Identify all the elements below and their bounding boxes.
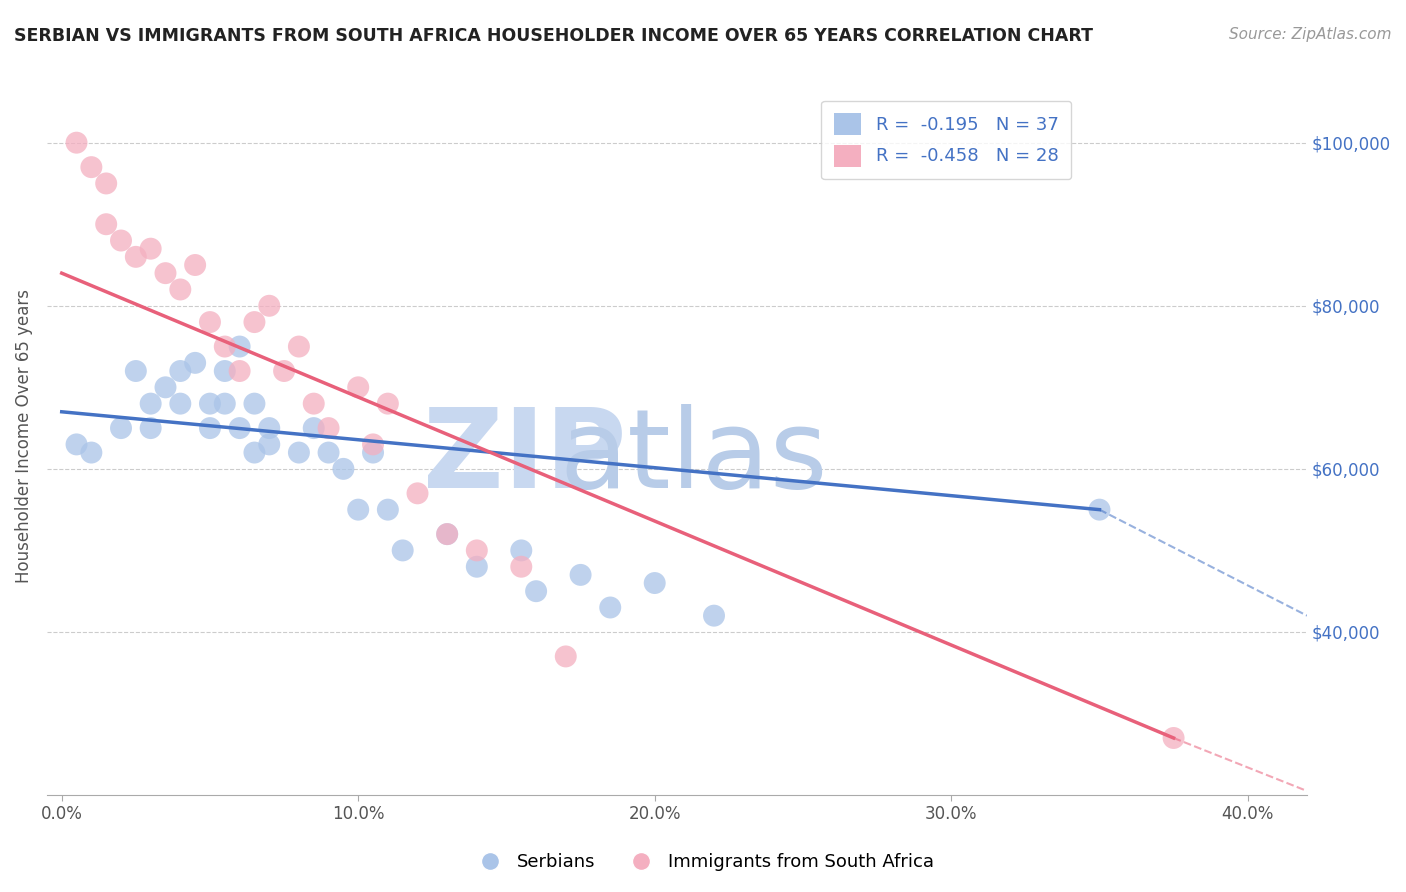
- Legend: Serbians, Immigrants from South Africa: Serbians, Immigrants from South Africa: [465, 847, 941, 879]
- Point: [228, 340, 250, 354]
- Point: [1088, 502, 1111, 516]
- Point: [1163, 731, 1185, 745]
- Point: [214, 340, 236, 354]
- Point: [377, 397, 399, 411]
- Point: [347, 380, 370, 394]
- Point: [155, 266, 177, 280]
- Point: [214, 364, 236, 378]
- Point: [169, 283, 191, 297]
- Point: [524, 584, 547, 599]
- Point: [184, 356, 207, 370]
- Point: [80, 445, 103, 459]
- Point: [243, 397, 266, 411]
- Point: [347, 502, 370, 516]
- Point: [510, 559, 533, 574]
- Point: [243, 445, 266, 459]
- Point: [644, 576, 666, 591]
- Point: [510, 543, 533, 558]
- Point: [599, 600, 621, 615]
- Point: [228, 421, 250, 435]
- Text: ZIP: ZIP: [423, 404, 627, 511]
- Point: [198, 397, 221, 411]
- Point: [184, 258, 207, 272]
- Point: [391, 543, 413, 558]
- Point: [243, 315, 266, 329]
- Text: SERBIAN VS IMMIGRANTS FROM SOUTH AFRICA HOUSEHOLDER INCOME OVER 65 YEARS CORRELA: SERBIAN VS IMMIGRANTS FROM SOUTH AFRICA …: [14, 27, 1092, 45]
- Legend: R =  -0.195   N = 37, R =  -0.458   N = 28: R = -0.195 N = 37, R = -0.458 N = 28: [821, 101, 1071, 179]
- Point: [139, 242, 162, 256]
- Point: [302, 397, 325, 411]
- Point: [110, 234, 132, 248]
- Point: [198, 421, 221, 435]
- Point: [361, 437, 384, 451]
- Point: [65, 136, 87, 150]
- Point: [302, 421, 325, 435]
- Point: [377, 502, 399, 516]
- Point: [169, 397, 191, 411]
- Point: [436, 527, 458, 541]
- Text: Source: ZipAtlas.com: Source: ZipAtlas.com: [1229, 27, 1392, 42]
- Point: [80, 160, 103, 174]
- Point: [361, 445, 384, 459]
- Point: [436, 527, 458, 541]
- Point: [318, 421, 340, 435]
- Point: [288, 340, 311, 354]
- Point: [139, 397, 162, 411]
- Point: [125, 250, 148, 264]
- Point: [406, 486, 429, 500]
- Point: [703, 608, 725, 623]
- Y-axis label: Householder Income Over 65 years: Householder Income Over 65 years: [15, 289, 32, 583]
- Point: [288, 445, 311, 459]
- Text: atlas: atlas: [560, 404, 828, 511]
- Point: [96, 217, 118, 231]
- Point: [465, 559, 488, 574]
- Point: [259, 437, 281, 451]
- Point: [214, 397, 236, 411]
- Point: [259, 299, 281, 313]
- Point: [169, 364, 191, 378]
- Point: [65, 437, 87, 451]
- Point: [318, 445, 340, 459]
- Point: [155, 380, 177, 394]
- Point: [465, 543, 488, 558]
- Point: [569, 567, 592, 582]
- Point: [273, 364, 295, 378]
- Point: [110, 421, 132, 435]
- Point: [228, 364, 250, 378]
- Point: [332, 462, 354, 476]
- Point: [554, 649, 576, 664]
- Point: [96, 177, 118, 191]
- Point: [198, 315, 221, 329]
- Point: [139, 421, 162, 435]
- Point: [125, 364, 148, 378]
- Point: [259, 421, 281, 435]
